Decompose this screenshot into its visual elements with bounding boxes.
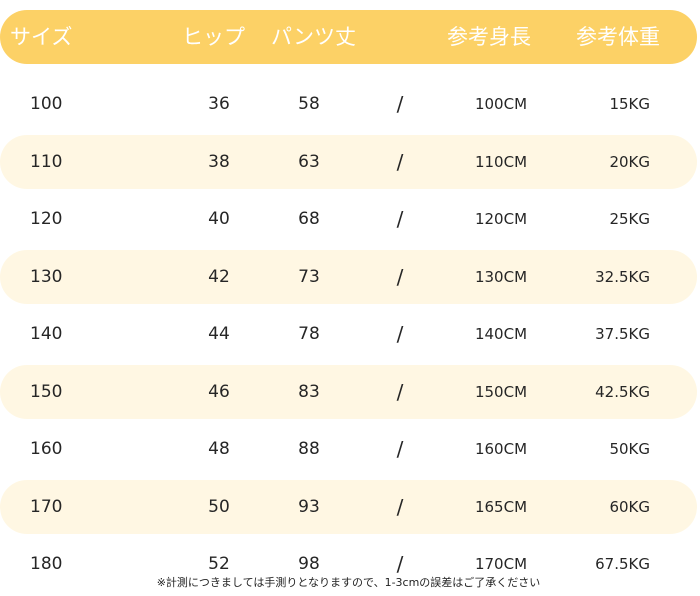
cell-separator: / (396, 380, 404, 404)
cell-pants-length: 63 (298, 152, 320, 172)
cell-pants-length: 58 (298, 94, 320, 114)
cell-pants-length: 68 (298, 209, 320, 229)
cell-size: 110 (30, 152, 63, 172)
cell-hip: 42 (208, 267, 230, 287)
cell-ref-weight: 32.5KG (595, 268, 650, 286)
cell-size: 160 (30, 439, 63, 459)
cell-pants-length: 88 (298, 439, 320, 459)
cell-size: 120 (30, 209, 63, 229)
cell-hip: 48 (208, 439, 230, 459)
header-pants-length: パンツ丈 (271, 25, 357, 49)
header-hip: ヒップ (182, 25, 245, 49)
cell-ref-height: 110CM (474, 153, 528, 171)
table-row: 160 48 88 / 160CM 50KG (0, 422, 697, 476)
cell-size: 170 (30, 497, 63, 517)
cell-separator: / (396, 265, 404, 289)
cell-ref-height: 140CM (474, 325, 528, 343)
cell-ref-height: 150CM (474, 383, 528, 401)
table-row: 170 50 93 / 165CM 60KG (0, 480, 697, 534)
cell-ref-height: 130CM (474, 268, 528, 286)
cell-size: 100 (30, 94, 63, 114)
cell-ref-weight: 15KG (609, 95, 650, 113)
cell-ref-height: 165CM (474, 498, 528, 516)
cell-separator: / (396, 207, 404, 231)
cell-ref-weight: 25KG (609, 210, 650, 228)
cell-pants-length: 83 (298, 382, 320, 402)
table-row: 120 40 68 / 120CM 25KG (0, 192, 697, 246)
cell-pants-length: 73 (298, 267, 320, 287)
cell-ref-weight: 20KG (609, 153, 650, 171)
cell-size: 140 (30, 324, 63, 344)
cell-separator: / (396, 322, 404, 346)
cell-size: 150 (30, 382, 63, 402)
cell-ref-height: 120CM (474, 210, 528, 228)
header-size: サイズ (10, 25, 73, 49)
cell-hip: 52 (208, 554, 230, 574)
cell-separator: / (396, 437, 404, 461)
table-row: 180 52 98 / 170CM 67.5KG (0, 537, 697, 591)
cell-pants-length: 78 (298, 324, 320, 344)
cell-ref-weight: 50KG (609, 440, 650, 458)
cell-ref-weight: 60KG (609, 498, 650, 516)
cell-hip: 40 (208, 209, 230, 229)
cell-hip: 44 (208, 324, 230, 344)
table-row: 140 44 78 / 140CM 37.5KG (0, 307, 697, 361)
cell-separator: / (396, 150, 404, 174)
cell-ref-weight: 67.5KG (595, 555, 650, 573)
table-row: 130 42 73 / 130CM 32.5KG (0, 250, 697, 304)
cell-ref-height: 160CM (474, 440, 528, 458)
table-header: サイズ ヒップ パンツ丈 参考身長 参考体重 (0, 10, 697, 64)
header-ref-height: 参考身長 (447, 25, 531, 49)
cell-ref-weight: 42.5KG (595, 383, 650, 401)
header-ref-weight: 参考体重 (576, 25, 660, 49)
cell-ref-height: 100CM (474, 95, 528, 113)
table-row: 100 36 58 / 100CM 15KG (0, 77, 697, 131)
cell-ref-weight: 37.5KG (595, 325, 650, 343)
table-row: 110 38 63 / 110CM 20KG (0, 135, 697, 189)
table-row: 150 46 83 / 150CM 42.5KG (0, 365, 697, 419)
cell-hip: 50 (208, 497, 230, 517)
measurement-note: ※計測につきましては手測りとなりますので、1-3cmの誤差はご了承ください (156, 576, 541, 589)
cell-pants-length: 93 (298, 497, 320, 517)
cell-size: 180 (30, 554, 63, 574)
cell-hip: 38 (208, 152, 230, 172)
cell-pants-length: 98 (298, 554, 320, 574)
cell-separator: / (396, 92, 404, 116)
cell-hip: 36 (208, 94, 230, 114)
cell-separator: / (396, 495, 404, 519)
cell-size: 130 (30, 267, 63, 287)
cell-separator: / (396, 552, 404, 576)
cell-ref-height: 170CM (474, 555, 528, 573)
cell-hip: 46 (208, 382, 230, 402)
